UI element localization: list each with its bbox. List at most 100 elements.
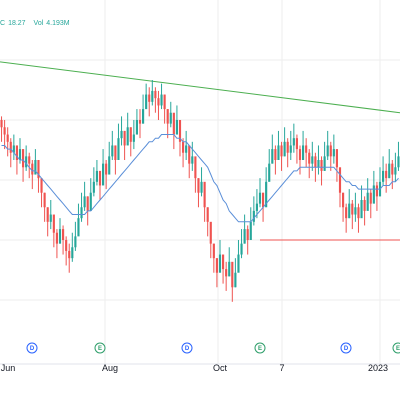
volume-value: 4.193M xyxy=(46,20,70,27)
candle xyxy=(388,149,391,179)
earnings-badge[interactable]: E xyxy=(392,342,400,354)
candle-body xyxy=(360,200,363,219)
candle-body xyxy=(332,149,335,157)
candle-body xyxy=(172,112,175,135)
candle-body xyxy=(0,120,3,128)
candle-body xyxy=(283,141,286,157)
candle-body xyxy=(274,149,277,160)
candle-body xyxy=(129,127,132,142)
candle xyxy=(385,163,388,193)
candle xyxy=(268,149,271,182)
dividend-badge-label: D xyxy=(185,346,190,352)
candle xyxy=(114,145,117,175)
candle-body xyxy=(292,138,295,146)
candle xyxy=(83,181,86,211)
candle-body xyxy=(132,134,135,142)
candle-body xyxy=(222,254,225,270)
earnings-badge[interactable]: E xyxy=(254,342,266,354)
candle-body xyxy=(9,141,12,153)
candle-body xyxy=(18,149,22,160)
time-axis[interactable]: Jun Aug Oct 7 2023 xyxy=(1,363,388,373)
candle xyxy=(132,120,135,150)
candle xyxy=(80,192,83,222)
x-tick-label: Oct xyxy=(213,363,228,373)
candle xyxy=(148,87,151,117)
candle xyxy=(108,141,111,175)
candle xyxy=(372,170,375,204)
candle xyxy=(77,203,80,237)
candle-body xyxy=(58,229,62,244)
candle-body xyxy=(108,156,111,175)
candle-body xyxy=(228,261,231,277)
candle xyxy=(178,120,182,157)
candle-body xyxy=(40,178,43,193)
dividend-badge-circle xyxy=(181,342,193,354)
volume-value-text: Vol 4.193M xyxy=(34,20,73,27)
candle-body xyxy=(215,258,218,273)
candle-body xyxy=(382,170,385,182)
candle xyxy=(249,207,252,240)
x-tick-label: 2023 xyxy=(368,363,388,373)
dividend-badge-circle xyxy=(26,342,38,354)
candle xyxy=(218,240,222,273)
candle-body xyxy=(335,149,338,168)
candle-body xyxy=(89,192,92,211)
candle-body xyxy=(338,167,342,193)
candle-body xyxy=(348,203,351,219)
candle-body xyxy=(95,170,98,182)
candle-body xyxy=(169,112,172,124)
candle xyxy=(43,192,46,222)
trendline-layer[interactable] xyxy=(0,61,400,241)
candle xyxy=(135,109,138,135)
candle xyxy=(258,178,262,208)
candle xyxy=(138,109,142,139)
candle-body xyxy=(246,229,249,240)
candle xyxy=(74,221,77,251)
candle-body xyxy=(65,240,68,251)
candle-body xyxy=(225,269,228,277)
dividend-badge-circle xyxy=(340,342,352,354)
candle xyxy=(240,229,243,259)
candle-body xyxy=(397,156,400,168)
candle-body xyxy=(114,145,117,160)
earnings-badge-circle xyxy=(94,342,106,354)
candle xyxy=(311,141,314,171)
resistance-trendline[interactable] xyxy=(0,61,400,114)
earnings-badge-label: E xyxy=(258,346,262,352)
candle-body xyxy=(212,243,215,259)
candle-body xyxy=(203,181,206,208)
close-value: 18.27 xyxy=(8,20,26,27)
candle-body xyxy=(15,145,18,160)
candle xyxy=(40,178,43,208)
candle-body xyxy=(142,109,145,124)
candle xyxy=(123,130,126,160)
candle-body xyxy=(391,163,394,175)
candle-body xyxy=(329,145,332,157)
candle-body xyxy=(191,156,194,164)
candle-body xyxy=(317,160,320,168)
candle xyxy=(12,134,15,160)
candle xyxy=(65,236,68,266)
candle xyxy=(302,130,305,160)
candle xyxy=(126,112,129,146)
candle xyxy=(197,178,200,208)
candle xyxy=(222,254,225,284)
candle-body xyxy=(52,214,55,233)
candle xyxy=(338,167,342,208)
dividend-badge[interactable]: D xyxy=(181,342,193,354)
dividend-badge[interactable]: D xyxy=(340,342,352,354)
dividend-badge[interactable]: D xyxy=(26,342,38,354)
candle xyxy=(378,167,382,197)
earnings-badge[interactable]: E xyxy=(94,342,106,354)
candle-body xyxy=(243,229,246,244)
candle-body xyxy=(385,170,388,179)
candle-body xyxy=(369,192,372,204)
candle xyxy=(305,138,308,168)
candle-body xyxy=(363,200,366,211)
candle xyxy=(289,130,292,160)
candle xyxy=(391,160,394,190)
candle xyxy=(6,127,9,157)
candle xyxy=(49,200,52,230)
